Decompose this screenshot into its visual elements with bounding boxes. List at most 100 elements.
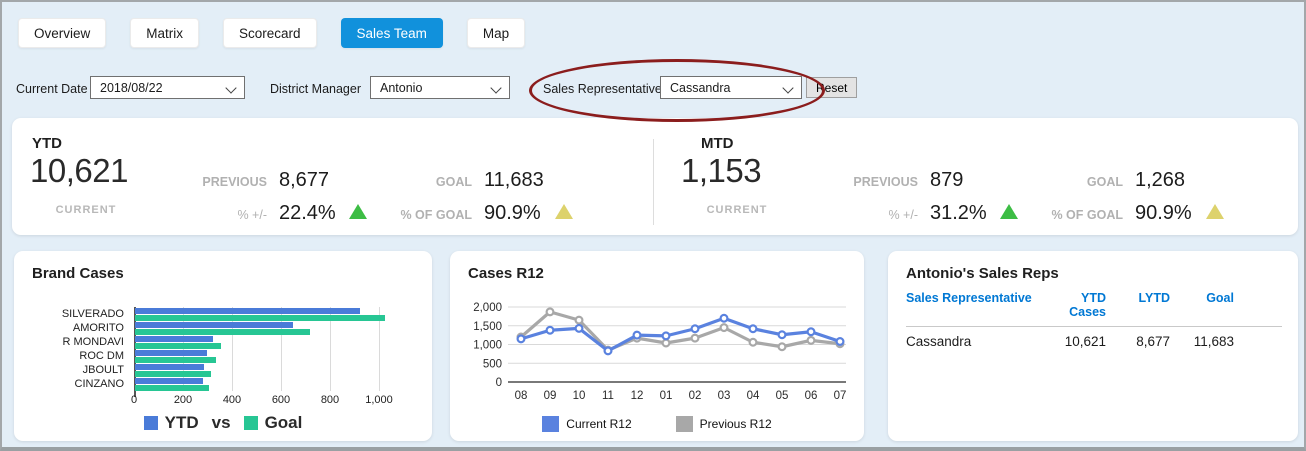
data-point-current-r12[interactable] — [806, 327, 816, 337]
data-point-previous-r12[interactable] — [545, 307, 555, 317]
data-point-current-r12[interactable] — [835, 336, 845, 346]
chevron-down-icon — [225, 82, 237, 94]
kpi-change-label: % +/- — [888, 208, 918, 222]
kpi-pct-of-goal-value: 90.9% — [1135, 202, 1192, 224]
x-tick-label: 10 — [573, 390, 586, 402]
brand-cases-card: Brand Cases SILVERADO AMORITO R MONDAVI ROC… — [14, 251, 432, 441]
data-point-current-r12[interactable] — [603, 346, 613, 356]
reset-button[interactable]: Reset — [806, 77, 858, 98]
legend-item-goal[interactable]: Goal — [243, 413, 302, 433]
data-point-current-r12[interactable] — [719, 313, 729, 323]
kpi-previous-label: PREVIOUS — [853, 175, 918, 189]
legend-separator: vs — [211, 413, 231, 432]
cases-r12-line-chart: 0 500 1,000 1,500 2,000 08 09 10 11 12 01 02 03 04 05 0… — [473, 302, 846, 402]
kpi-previous-value: 8,677 — [279, 169, 330, 191]
data-point-current-r12[interactable] — [690, 324, 700, 334]
district-manager-dropdown[interactable]: Antonio — [370, 76, 510, 99]
chevron-down-icon — [490, 82, 502, 94]
data-point-current-r12[interactable] — [632, 330, 642, 340]
column-header-sales-representative[interactable]: Sales Representative — [906, 291, 1032, 305]
line-current-r12 — [519, 316, 842, 353]
cell-sales-representative: Cassandra — [906, 334, 972, 349]
data-point-current-r12[interactable] — [545, 325, 555, 335]
view-tabs: Overview Matrix Scorecard Sales Team Map — [18, 18, 526, 48]
bar-amorito-ytd[interactable] — [135, 322, 294, 328]
bar-silverado-goal[interactable] — [135, 315, 385, 321]
cases-r12-legend: Current R12 Previous R12 — [450, 416, 864, 432]
table-header-rule — [906, 326, 1282, 327]
tab-overview[interactable]: Overview — [18, 18, 107, 48]
tab-sales-team[interactable]: Sales Team — [340, 18, 443, 48]
kpi-current-label: CURRENT — [706, 204, 768, 216]
column-header-lytd[interactable]: LYTD — [1138, 291, 1171, 305]
data-point-previous-r12[interactable] — [661, 338, 671, 348]
bar-cinzano-ytd[interactable] — [135, 378, 204, 384]
legend-label: Current R12 — [566, 417, 632, 431]
tab-scorecard[interactable]: Scorecard — [223, 18, 317, 48]
table-row[interactable]: Cassandra 10,621 8,677 11,683 — [906, 334, 1282, 349]
data-point-current-r12[interactable] — [661, 331, 671, 341]
x-tick-label: 12 — [631, 390, 644, 402]
tab-map[interactable]: Map — [466, 18, 526, 48]
category-label: JBOULT — [82, 364, 124, 376]
data-point-previous-r12[interactable] — [690, 333, 700, 343]
current-date-dropdown[interactable]: 2018/08/22 — [90, 76, 245, 99]
y-tick-label: 1,500 — [473, 321, 502, 333]
data-point-previous-r12[interactable] — [777, 342, 787, 352]
x-tick-label: 06 — [805, 390, 818, 402]
bar-r-mondavi-goal[interactable] — [135, 343, 221, 349]
column-header-ytd-cases[interactable]: YTD Cases — [1069, 291, 1106, 319]
kpi-divider — [653, 139, 654, 225]
data-point-current-r12[interactable] — [777, 330, 787, 340]
category-label: R MONDAVI — [62, 336, 124, 348]
kpi-goal-label: GOAL — [435, 175, 472, 189]
brand-cases-x-axis: 0 200 400 600 800 1,000 — [131, 394, 416, 408]
bar-jboult-goal[interactable] — [135, 371, 211, 377]
data-point-previous-r12[interactable] — [719, 323, 729, 333]
cell-ytd-cases: 10,621 — [1064, 334, 1106, 349]
y-tick-label: 1,000 — [473, 340, 502, 352]
legend-swatch-icon — [243, 416, 258, 430]
bar-roc-dm-goal[interactable] — [135, 357, 216, 363]
data-point-current-r12[interactable] — [516, 334, 526, 344]
column-header-goal[interactable]: Goal — [1206, 291, 1234, 305]
category-label: CINZANO — [74, 378, 125, 390]
legend-swatch-icon — [143, 416, 158, 430]
data-point-previous-r12[interactable] — [806, 335, 816, 345]
data-point-current-r12[interactable] — [748, 324, 758, 334]
bar-jboult-ytd[interactable] — [135, 364, 205, 370]
kpi-card: YTD 10,621 CURRENT PREVIOUS 8,677 % +/- … — [12, 118, 1298, 235]
legend-item-previous-r12[interactable]: Previous R12 — [675, 416, 772, 432]
bar-silverado-ytd[interactable] — [135, 308, 361, 314]
kpi-change-value: 22.4% — [279, 202, 336, 224]
brand-cases-plot-area — [134, 307, 416, 397]
kpi-previous-value: 879 — [930, 169, 964, 191]
gridline — [183, 307, 184, 391]
x-tick-label: 01 — [660, 390, 673, 402]
tab-matrix[interactable]: Matrix — [130, 18, 200, 48]
x-tick-label: 04 — [747, 390, 760, 402]
data-point-previous-r12[interactable] — [574, 315, 584, 325]
bar-roc-dm-ytd[interactable] — [135, 350, 208, 356]
current-date-value: 2018/08/22 — [100, 80, 163, 95]
kpi-pct-of-goal-value: 90.9% — [484, 202, 541, 224]
bar-amorito-goal[interactable] — [135, 329, 311, 335]
legend-item-current-r12[interactable]: Current R12 — [542, 416, 632, 432]
line-previous-r12 — [519, 310, 842, 352]
data-point-current-r12[interactable] — [574, 323, 584, 333]
category-label: AMORITO — [72, 322, 124, 334]
bar-cinzano-goal[interactable] — [135, 385, 210, 391]
up-triangle-green-icon — [349, 204, 367, 219]
cases-r12-card: Cases R12 0 500 1,000 1,500 2,000 08 09 10 11 12 0… — [450, 251, 864, 441]
y-tick-label: 500 — [483, 358, 502, 370]
sales-representative-dropdown[interactable]: Cassandra — [660, 76, 802, 99]
x-tick-label: 600 — [271, 394, 291, 406]
table-header-row: Sales Representative YTD Cases LYTD Goal — [906, 291, 1282, 326]
legend-item-ytd[interactable]: YTD — [143, 413, 199, 433]
kpi-change-value: 31.2% — [930, 202, 987, 224]
bar-r-mondavi-ytd[interactable] — [135, 336, 214, 342]
cell-lytd: 8,677 — [1136, 334, 1170, 349]
data-point-previous-r12[interactable] — [748, 337, 758, 347]
gridline — [281, 307, 282, 391]
